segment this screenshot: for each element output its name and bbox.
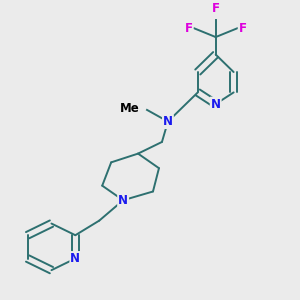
Text: N: N	[211, 98, 221, 111]
Text: F: F	[185, 22, 193, 35]
Text: N: N	[118, 194, 128, 207]
Text: F: F	[212, 2, 220, 15]
Text: N: N	[163, 115, 173, 128]
Text: F: F	[239, 22, 247, 35]
Text: N: N	[70, 252, 80, 265]
Text: Me: Me	[120, 102, 140, 115]
